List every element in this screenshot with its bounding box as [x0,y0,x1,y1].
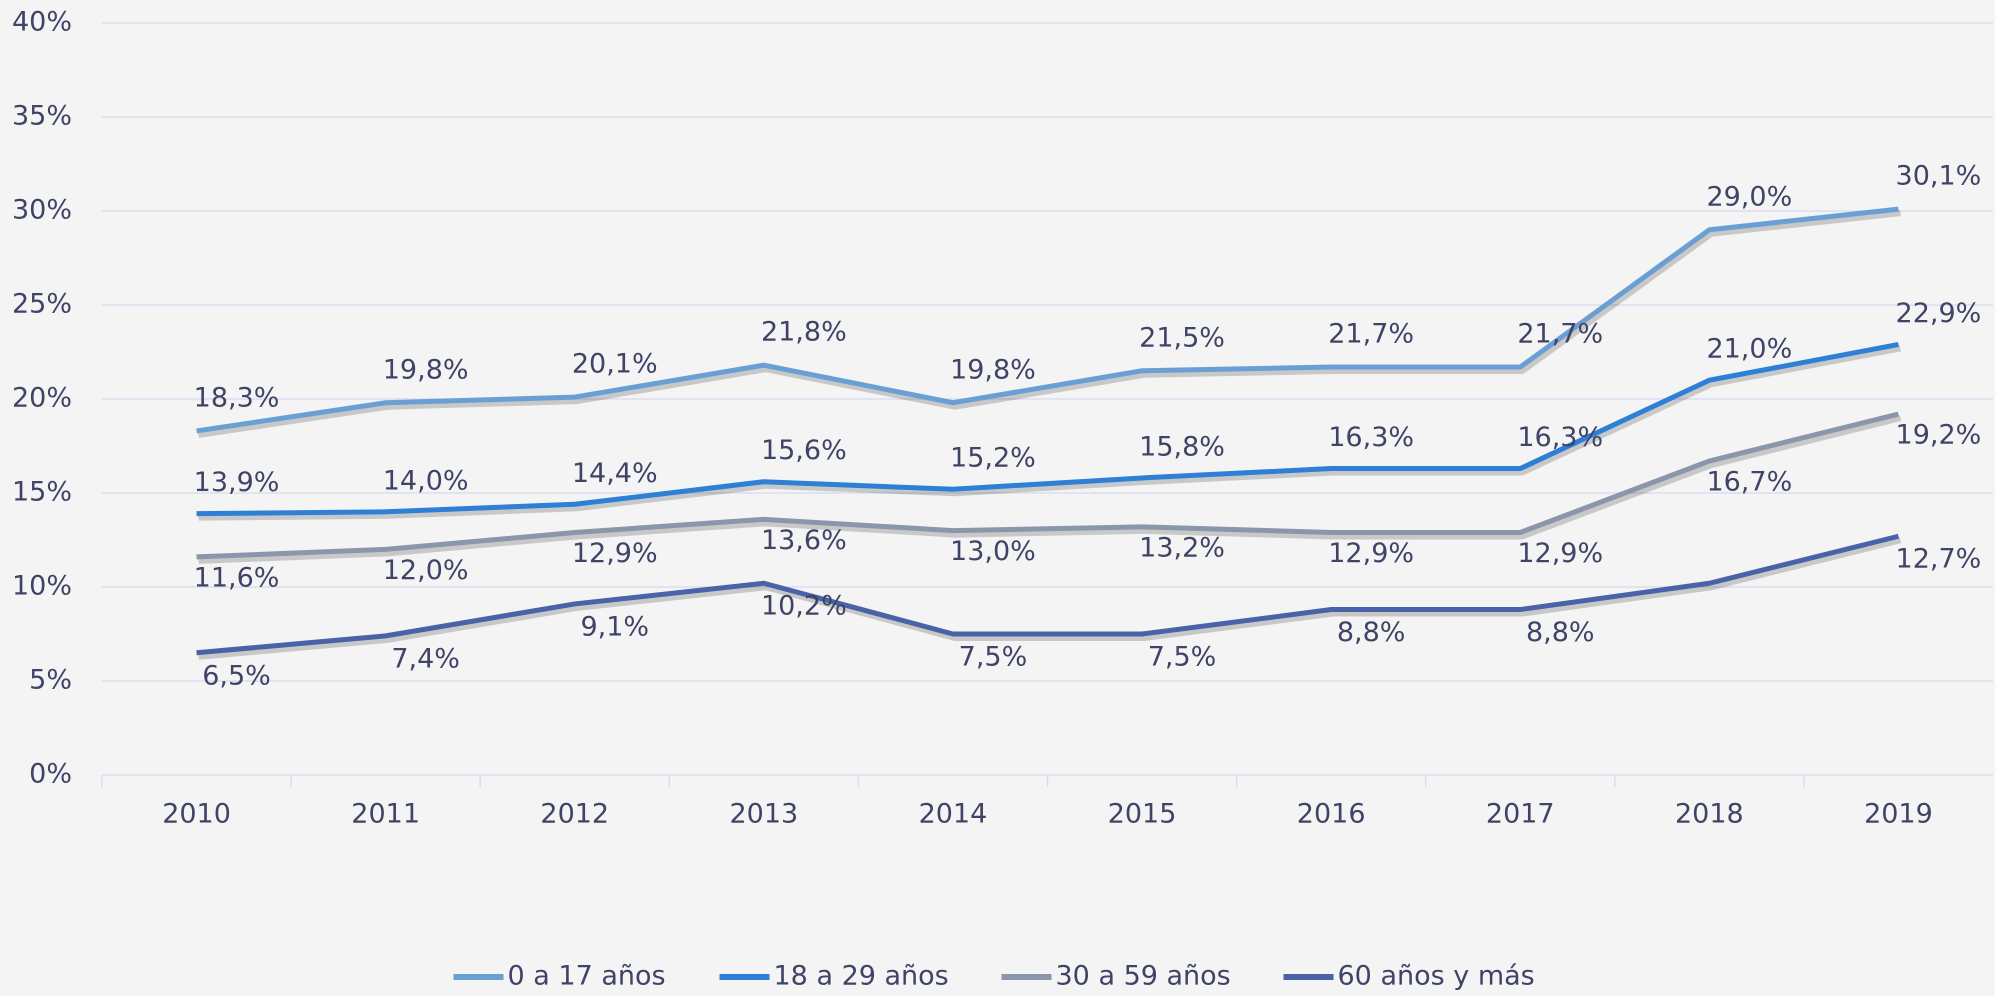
data-label: 29,0% [1706,181,1792,212]
y-tick-label: 35% [12,101,72,132]
data-label: 15,2% [950,443,1036,474]
data-label: 21,7% [1328,319,1414,350]
data-label: 11,6% [194,562,280,593]
series-line [196,533,1900,656]
x-tick-label: 2016 [1297,799,1366,830]
data-label: 8,8% [1337,617,1406,648]
x-tick-label: 2015 [1108,799,1177,830]
data-label: 6,5% [202,660,271,691]
series-line [196,342,1899,517]
x-tick-label: 2013 [729,799,798,830]
data-label: 12,0% [383,555,469,586]
y-tick-label: 30% [12,195,72,226]
data-label: 7,4% [391,643,460,674]
series-shadow [198,415,1902,564]
x-tick-label: 2010 [162,799,231,830]
data-label: 22,9% [1896,298,1982,329]
data-label: 9,1% [580,611,649,642]
y-tick-label: 40% [12,7,72,38]
data-label: 14,0% [383,465,469,496]
x-tick-label: 2019 [1864,799,1933,830]
y-tick-label: 25% [12,289,72,320]
data-label: 12,9% [572,538,658,569]
data-label: 15,8% [1139,431,1225,462]
series-line [196,411,1900,560]
data-label: 20,1% [572,349,658,380]
x-tick-label: 2017 [1486,799,1555,830]
data-label: 7,5% [1148,642,1217,673]
data-label: 7,5% [959,642,1028,673]
y-tick-label: 5% [29,665,72,696]
data-label: 16,3% [1517,422,1603,453]
data-label: 15,6% [761,435,847,466]
series-shadow [198,537,1902,660]
data-label: 12,9% [1328,538,1414,569]
data-label: 21,8% [761,317,847,348]
data-label: 13,6% [761,525,847,556]
data-label: 10,2% [761,591,847,622]
y-tick-label: 10% [12,571,72,602]
data-label: 19,2% [1896,420,1982,451]
legend-label: 30 a 59 años [1056,961,1231,992]
data-label: 16,3% [1328,422,1414,453]
data-label: 8,8% [1526,617,1595,648]
x-tick-label: 2011 [351,799,420,830]
series-shadow [198,345,1902,521]
data-label: 13,2% [1139,532,1225,563]
data-label: 19,8% [950,354,1036,385]
data-label: 21,0% [1706,334,1792,365]
x-tick-label: 2018 [1675,799,1744,830]
y-tick-label: 20% [12,383,72,414]
data-label: 21,7% [1517,319,1603,350]
data-label: 19,8% [383,354,469,385]
legend-label: 60 años y más [1338,961,1535,992]
data-label: 21,5% [1139,322,1225,353]
data-label: 13,9% [194,467,280,498]
data-label: 12,9% [1517,538,1603,569]
data-label: 13,0% [950,536,1036,567]
y-tick-label: 15% [12,477,72,508]
data-label: 12,7% [1896,544,1982,575]
legend-label: 18 a 29 años [774,961,949,992]
x-tick-label: 2012 [540,799,609,830]
data-label: 30,1% [1896,161,1982,192]
series-shadow [198,210,1901,438]
series-line [196,206,1899,434]
data-label: 18,3% [194,382,280,413]
data-label: 16,7% [1706,467,1792,498]
y-tick-label: 0% [29,759,72,790]
legend-label: 0 a 17 años [508,961,666,992]
x-tick-label: 2014 [919,799,988,830]
data-label: 14,4% [572,458,658,489]
